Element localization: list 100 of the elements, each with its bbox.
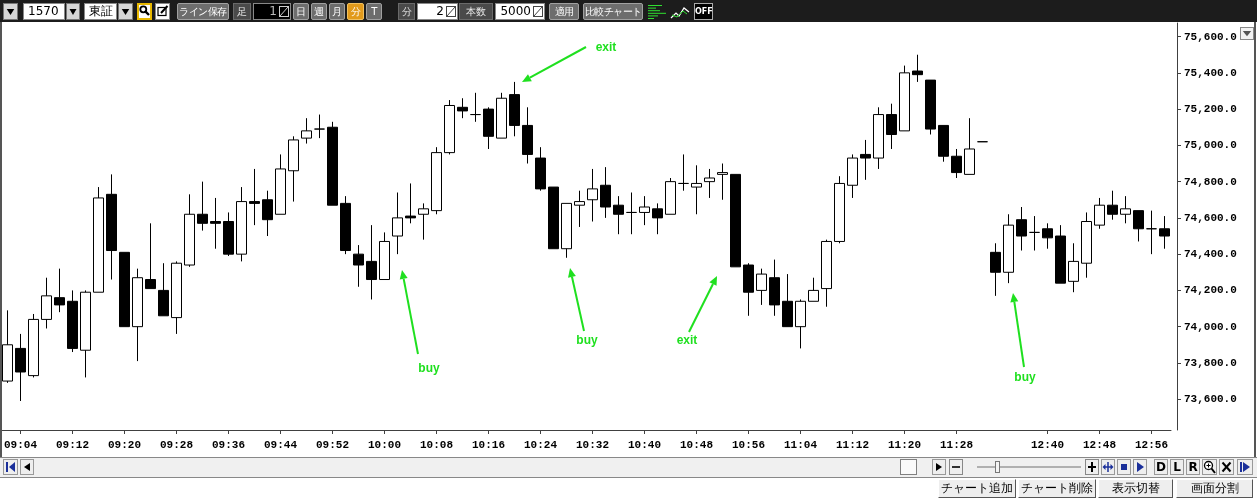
candlestick bbox=[132, 268, 143, 362]
candlestick bbox=[522, 106, 533, 164]
candlestick bbox=[1081, 211, 1092, 279]
candlestick bbox=[1120, 195, 1131, 224]
candlestick bbox=[1133, 210, 1144, 242]
candlestick bbox=[366, 224, 377, 300]
label: 本数 bbox=[459, 3, 493, 20]
label: 足 bbox=[233, 3, 251, 20]
candlestick bbox=[275, 153, 286, 215]
candlestick bbox=[1107, 190, 1118, 221]
candlestick bbox=[717, 163, 728, 201]
candlestick bbox=[54, 268, 65, 313]
y-tick-label: 73,800.0 bbox=[1184, 356, 1237, 369]
candlestick bbox=[912, 54, 923, 83]
candlestick bbox=[756, 268, 767, 306]
y-tick-label: 74,800.0 bbox=[1184, 175, 1237, 188]
x-tick-label: 09:20 bbox=[107, 438, 142, 451]
candlestick bbox=[1146, 210, 1157, 255]
candlestick bbox=[353, 244, 364, 288]
candlestick bbox=[444, 99, 455, 155]
candlestick bbox=[821, 239, 832, 308]
candlestick bbox=[249, 168, 260, 226]
candlestick bbox=[886, 103, 897, 150]
candlestick bbox=[509, 81, 520, 137]
y-tick-label: 75,400.0 bbox=[1184, 66, 1237, 79]
button: チャート追加 bbox=[938, 479, 1016, 498]
x-tick-label: 09:04 bbox=[3, 438, 38, 451]
button: ライン保存 bbox=[177, 3, 229, 20]
x-tick-label: 11:12 bbox=[835, 438, 870, 451]
annotation: buy bbox=[418, 361, 440, 375]
candlestick bbox=[574, 190, 585, 228]
candlestick bbox=[405, 182, 416, 224]
candlestick bbox=[587, 168, 598, 223]
candlestick bbox=[600, 166, 611, 219]
candlestick bbox=[925, 79, 936, 135]
x-tick-label: 10:32 bbox=[575, 438, 610, 451]
y-tick-label: 73,600.0 bbox=[1184, 393, 1237, 406]
candlestick bbox=[1068, 242, 1079, 293]
button: 画面分割 bbox=[1176, 479, 1253, 498]
candlestick bbox=[483, 106, 494, 150]
button: 月 bbox=[329, 3, 345, 20]
candlestick bbox=[301, 117, 312, 145]
spin-field: 2 bbox=[417, 3, 458, 20]
candlestick bbox=[678, 153, 689, 192]
candlestick bbox=[236, 186, 247, 262]
x-tick-label: 11:28 bbox=[939, 438, 974, 451]
candlestick bbox=[899, 65, 910, 132]
x-tick-label: 11:04 bbox=[783, 438, 818, 451]
y-tick-label: 75,000.0 bbox=[1184, 139, 1237, 152]
candlestick bbox=[184, 193, 195, 268]
candlestick bbox=[795, 298, 806, 349]
candlestick bbox=[145, 222, 156, 290]
candlestick bbox=[1003, 213, 1014, 284]
candlestick bbox=[769, 259, 780, 317]
candlestick bbox=[327, 121, 338, 206]
spin-field: 1 bbox=[253, 3, 291, 20]
candlestick bbox=[964, 117, 975, 175]
button: 比較チャート bbox=[583, 3, 643, 20]
candlestick bbox=[626, 192, 637, 235]
x-tick-label: 10:48 bbox=[679, 438, 714, 451]
candlestick bbox=[1159, 215, 1170, 250]
candlestick bbox=[392, 192, 403, 255]
candlestick bbox=[652, 202, 663, 235]
candlestick bbox=[379, 231, 390, 281]
x-tick-label: 09:44 bbox=[263, 438, 298, 451]
candlestick bbox=[470, 92, 481, 123]
y-tick-label: 74,000.0 bbox=[1184, 320, 1237, 333]
candlestick bbox=[93, 186, 104, 293]
x-tick-label: 12:40 bbox=[1030, 438, 1065, 451]
candlestick bbox=[340, 195, 351, 255]
x-tick-label: 12:56 bbox=[1134, 438, 1169, 451]
button: D bbox=[1154, 459, 1168, 475]
candlestick bbox=[288, 135, 299, 203]
x-tick-label: 10:56 bbox=[731, 438, 766, 451]
candlestick bbox=[457, 97, 468, 119]
candlestick bbox=[210, 197, 221, 250]
x-tick-label: 09:12 bbox=[55, 438, 90, 451]
candlestick bbox=[665, 177, 676, 215]
button: 週 bbox=[311, 3, 327, 20]
candlestick bbox=[691, 164, 702, 215]
spin-field: 5000 bbox=[495, 3, 545, 20]
y-tick-label: 74,200.0 bbox=[1184, 284, 1237, 297]
candlestick bbox=[873, 106, 884, 170]
y-tick-label: 74,400.0 bbox=[1184, 248, 1237, 261]
candlestick bbox=[1042, 222, 1053, 250]
candlestick bbox=[860, 139, 871, 181]
candlestick bbox=[431, 146, 442, 215]
candlestick bbox=[1029, 215, 1040, 252]
candlestick bbox=[639, 195, 650, 226]
button: T bbox=[366, 3, 382, 20]
y-tick-label: 75,200.0 bbox=[1184, 103, 1237, 116]
candlestick bbox=[314, 114, 325, 139]
x-tick-label: 09:36 bbox=[211, 438, 246, 451]
button: L bbox=[1170, 459, 1184, 475]
candlestick bbox=[41, 277, 52, 329]
annotation: buy bbox=[576, 333, 598, 347]
candlestick bbox=[67, 289, 78, 353]
button: チャート削除 bbox=[1018, 479, 1096, 498]
candlestick bbox=[613, 195, 624, 235]
candlestick bbox=[730, 173, 741, 268]
